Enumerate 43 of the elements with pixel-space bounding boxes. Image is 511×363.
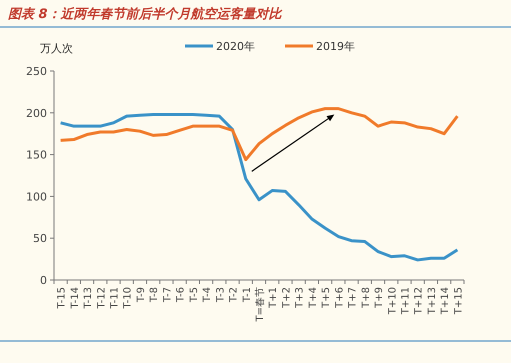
legend-label: 2020年	[216, 40, 255, 53]
x-tick-label: T-1	[242, 287, 253, 304]
x-tick-label: T+7	[348, 287, 359, 309]
y-axis-title: 万人次	[40, 42, 73, 55]
x-tick-label: T-2	[228, 287, 240, 304]
y-tick-label: 0	[40, 274, 47, 287]
y-tick-label: 50	[33, 232, 47, 246]
x-tick-label: T-13	[83, 287, 94, 310]
legend-label: 2019年	[316, 40, 355, 53]
x-tick-label: T-14	[70, 287, 81, 310]
x-tick-label: T+13	[426, 287, 438, 316]
x-tick-label: T+1	[268, 287, 280, 309]
x-tick-label: T=春节	[254, 287, 266, 322]
x-tick-label: T+12	[414, 287, 425, 316]
x-tick-label: T+6	[334, 287, 346, 309]
x-tick-label: T-7	[162, 287, 174, 304]
line-series	[59, 112, 459, 262]
x-tick-label: T+14	[440, 287, 452, 316]
y-tick-label: 100	[26, 190, 47, 204]
x-tick-label: T-12	[96, 287, 108, 310]
y-tick-label: 150	[26, 148, 47, 162]
x-tick-label: T-10	[122, 287, 134, 310]
y-tick-label: 200	[26, 106, 47, 120]
x-tick-label: T+9	[374, 287, 386, 309]
x-tick-label: T+11	[400, 287, 412, 316]
line-series	[59, 107, 459, 162]
x-tick-label: T-6	[176, 287, 187, 304]
x-tick-label: T+15	[453, 287, 464, 316]
x-tick-label: T+10	[387, 287, 398, 316]
x-tick-label: T+3	[294, 287, 306, 309]
y-tick-label: 250	[26, 65, 47, 78]
x-tick-label: T-5	[188, 287, 200, 304]
chart-title: 图表 8：近两年春节前后半个月航空运客量对比	[8, 6, 283, 22]
x-tick-label: T-9	[136, 287, 147, 304]
x-tick-label: T+5	[321, 287, 332, 309]
x-tick-label: T-4	[202, 287, 214, 304]
x-tick-label: T-15	[56, 287, 68, 310]
x-tick-label: T+8	[360, 287, 372, 309]
x-tick-label: T-3	[215, 287, 226, 304]
x-tick-label: T+4	[308, 287, 319, 309]
x-tick-label: T-11	[110, 287, 121, 310]
x-tick-label: T+2	[281, 287, 292, 309]
x-tick-label: T-8	[149, 287, 160, 304]
